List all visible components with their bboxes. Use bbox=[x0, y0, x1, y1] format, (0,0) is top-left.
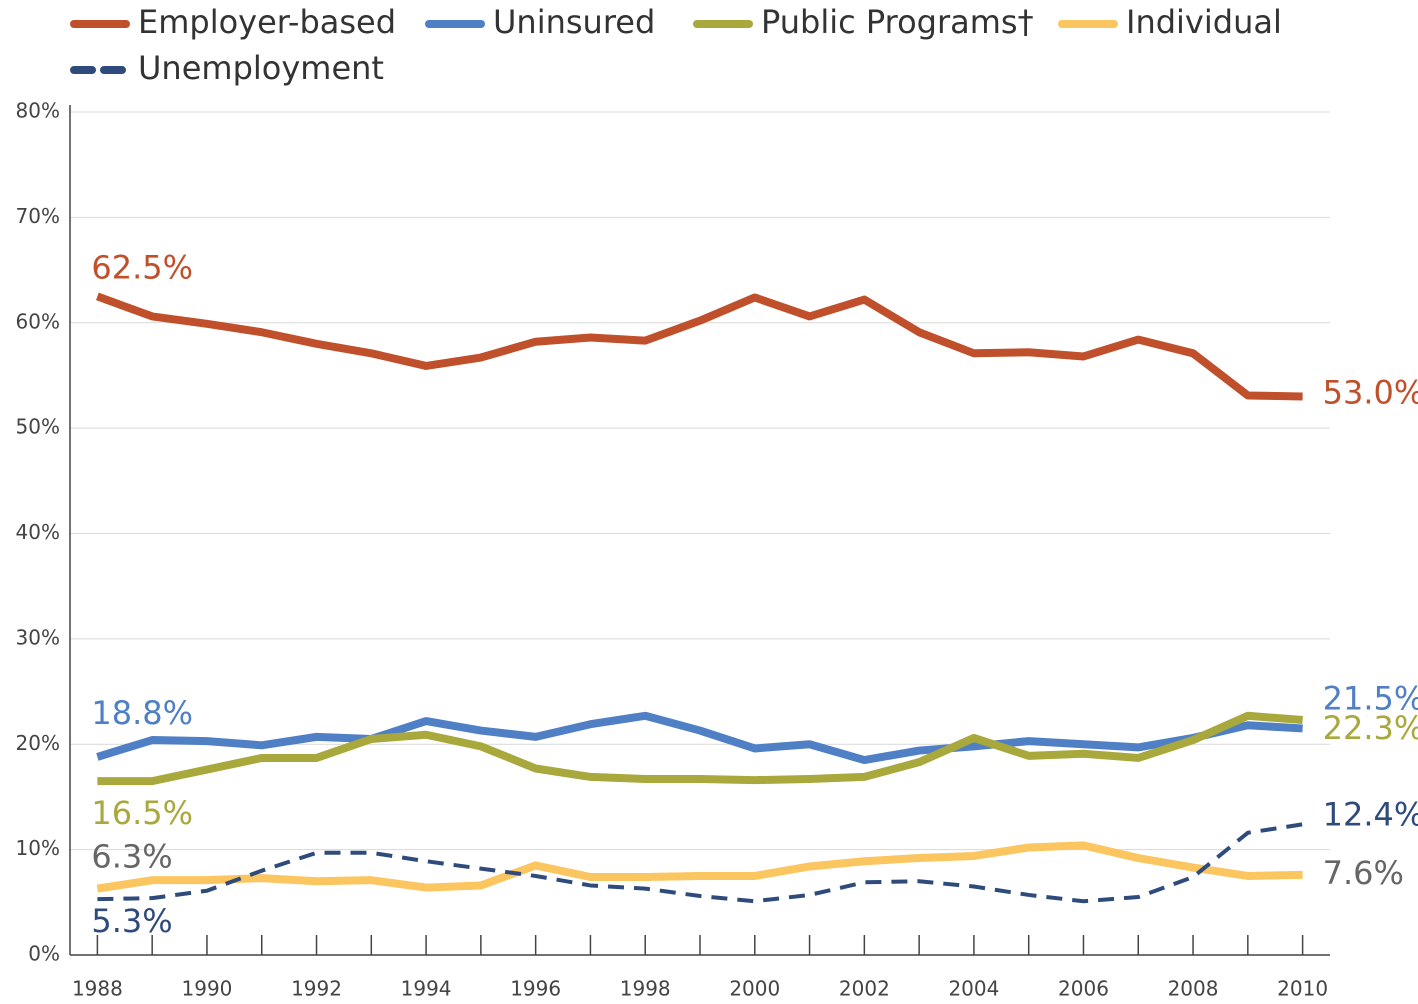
x-tick-label: 1990 bbox=[182, 977, 233, 1001]
legend-label: Employer-based bbox=[138, 3, 396, 41]
value-label: 21.5% bbox=[1323, 679, 1418, 717]
legend-label: Public Programs† bbox=[761, 3, 1034, 41]
x-tick-label: 2002 bbox=[839, 977, 890, 1001]
x-tick-label: 1996 bbox=[510, 977, 561, 1001]
series-line bbox=[97, 822, 1303, 904]
value-label: 53.0% bbox=[1323, 374, 1418, 412]
y-tick-label: 60% bbox=[16, 309, 60, 333]
x-tick-label: 2000 bbox=[729, 977, 780, 1001]
y-tick-label: 10% bbox=[16, 836, 60, 860]
value-label: 5.3% bbox=[91, 902, 172, 940]
value-label: 16.5% bbox=[91, 794, 193, 832]
value-label: 12.4% bbox=[1323, 795, 1418, 833]
value-label: 6.3% bbox=[91, 838, 172, 876]
legend-label: Individual bbox=[1126, 3, 1282, 41]
x-tick-label: 1994 bbox=[401, 977, 452, 1001]
series-line bbox=[97, 711, 1303, 786]
series-line bbox=[96, 841, 1303, 893]
y-tick-label: 0% bbox=[28, 942, 60, 966]
x-tick-label: 1988 bbox=[72, 977, 123, 1001]
y-tick-label: 50% bbox=[16, 415, 60, 439]
x-tick-label: 1992 bbox=[291, 977, 342, 1001]
value-label: 7.6% bbox=[1323, 854, 1404, 892]
value-label: 62.5% bbox=[91, 248, 193, 286]
x-tick-label: 2006 bbox=[1058, 977, 1109, 1001]
x-tick-label: 2004 bbox=[948, 977, 999, 1001]
y-tick-label: 20% bbox=[16, 731, 60, 755]
y-tick-label: 30% bbox=[16, 625, 60, 649]
y-tick-label: 80% bbox=[16, 99, 60, 123]
legend-label: Unemployment bbox=[138, 49, 384, 87]
series-line bbox=[96, 292, 1303, 401]
legend-label: Uninsured bbox=[493, 3, 655, 41]
y-tick-label: 40% bbox=[16, 520, 60, 544]
value-label: 18.8% bbox=[91, 694, 193, 732]
x-tick-label: 1998 bbox=[620, 977, 671, 1001]
series-line bbox=[96, 711, 1303, 765]
y-tick-label: 70% bbox=[16, 204, 60, 228]
value-label: 22.3% bbox=[1323, 709, 1418, 747]
x-tick-label: 2010 bbox=[1277, 977, 1328, 1001]
x-tick-label: 2008 bbox=[1168, 977, 1219, 1001]
